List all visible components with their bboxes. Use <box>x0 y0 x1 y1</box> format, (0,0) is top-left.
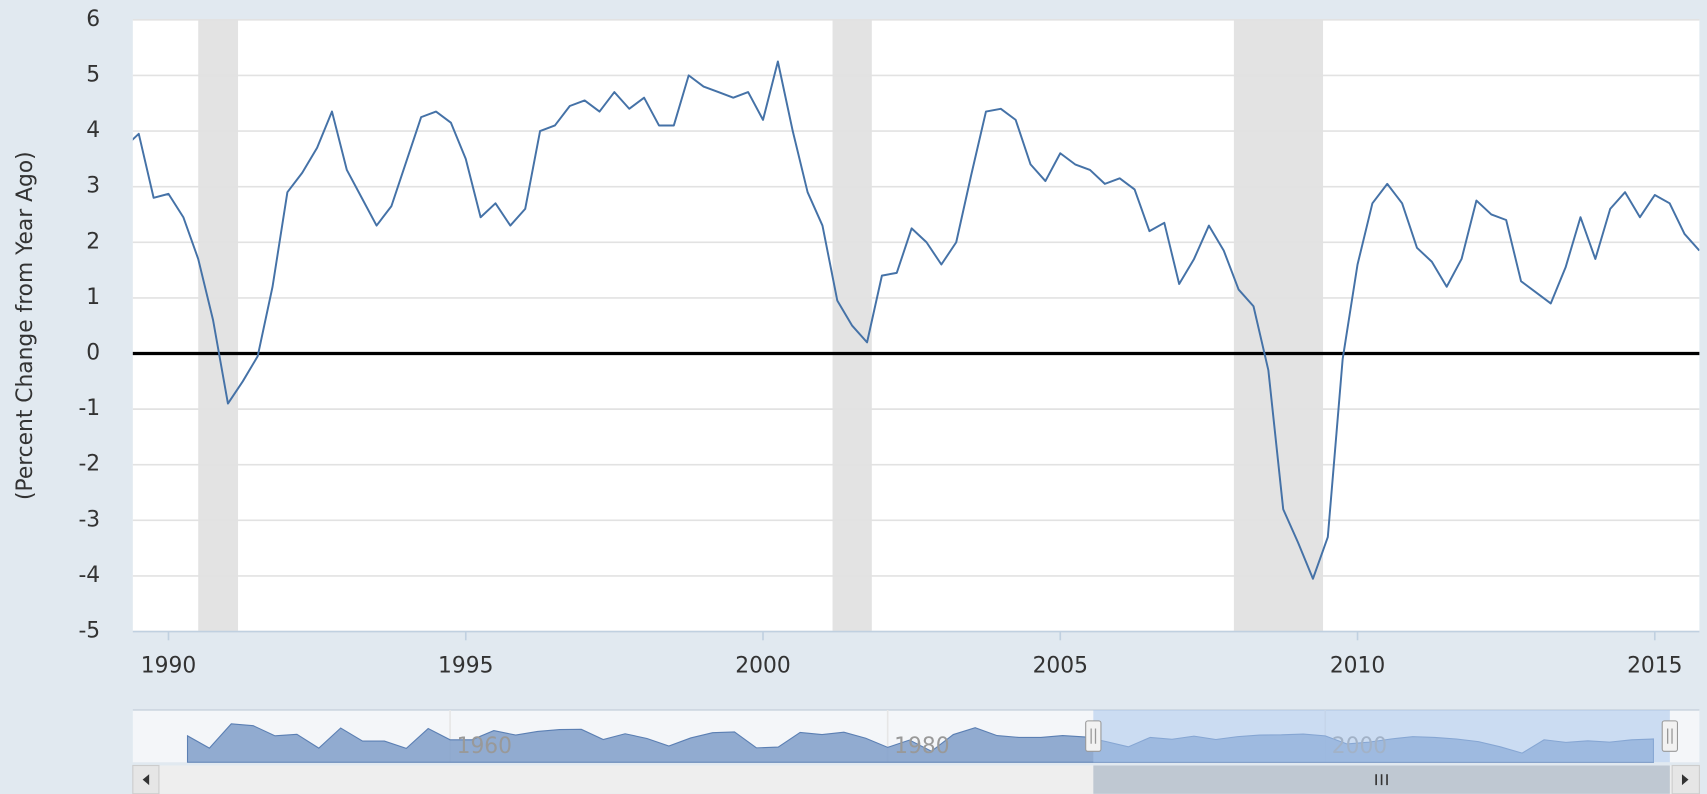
x-tick-label: 1995 <box>438 653 493 678</box>
plot-background <box>132 19 1700 632</box>
navigator-selection[interactable] <box>1093 709 1670 763</box>
x-tick-label: 2005 <box>1033 653 1088 678</box>
x-tick-label: 2010 <box>1330 653 1385 678</box>
data-line <box>132 60 1700 580</box>
navigator-handle[interactable] <box>1085 720 1102 752</box>
y-tick-label: 1 <box>86 285 100 310</box>
y-tick-label: 0 <box>86 341 100 366</box>
scrollbar-left-arrow <box>142 774 150 786</box>
y-tick-label: -3 <box>78 507 100 532</box>
y-tick-label: -2 <box>78 452 100 477</box>
x-tick-label: 2015 <box>1627 653 1682 678</box>
x-tick-label: 2000 <box>735 653 790 678</box>
main-chart: -5 -4 -3 -2 -1 0 1 2 3 4 5 6 1990 1995 2000 2005 2010 201… <box>78 7 1700 678</box>
navigator-tick-label: 1960 <box>457 734 512 759</box>
y-tick-label: 5 <box>86 62 100 87</box>
y-tick-label: 2 <box>86 229 100 254</box>
scrollbar[interactable] <box>1093 765 1670 794</box>
scrollbar-right-button[interactable] <box>1671 764 1700 794</box>
y-tick-label: -1 <box>78 396 100 421</box>
y-tick-label: 3 <box>86 174 100 199</box>
navigator-tick-label: 1980 <box>894 734 949 759</box>
y-tick-label: -5 <box>78 619 100 644</box>
y-tick-label: -4 <box>78 563 100 588</box>
navigator-handle[interactable] <box>1661 720 1679 752</box>
y-tick-label: 4 <box>86 118 100 143</box>
y-axis-label: (Percent Change from Year Ago) <box>13 151 38 500</box>
navigator[interactable]: 196019802000 <box>186 709 1679 763</box>
recession-band <box>1233 19 1324 632</box>
scrollbar-right-arrow <box>1681 774 1689 786</box>
x-tick-label: 1990 <box>141 653 196 678</box>
y-tick-label: 6 <box>86 7 100 32</box>
recession-band <box>198 19 239 632</box>
